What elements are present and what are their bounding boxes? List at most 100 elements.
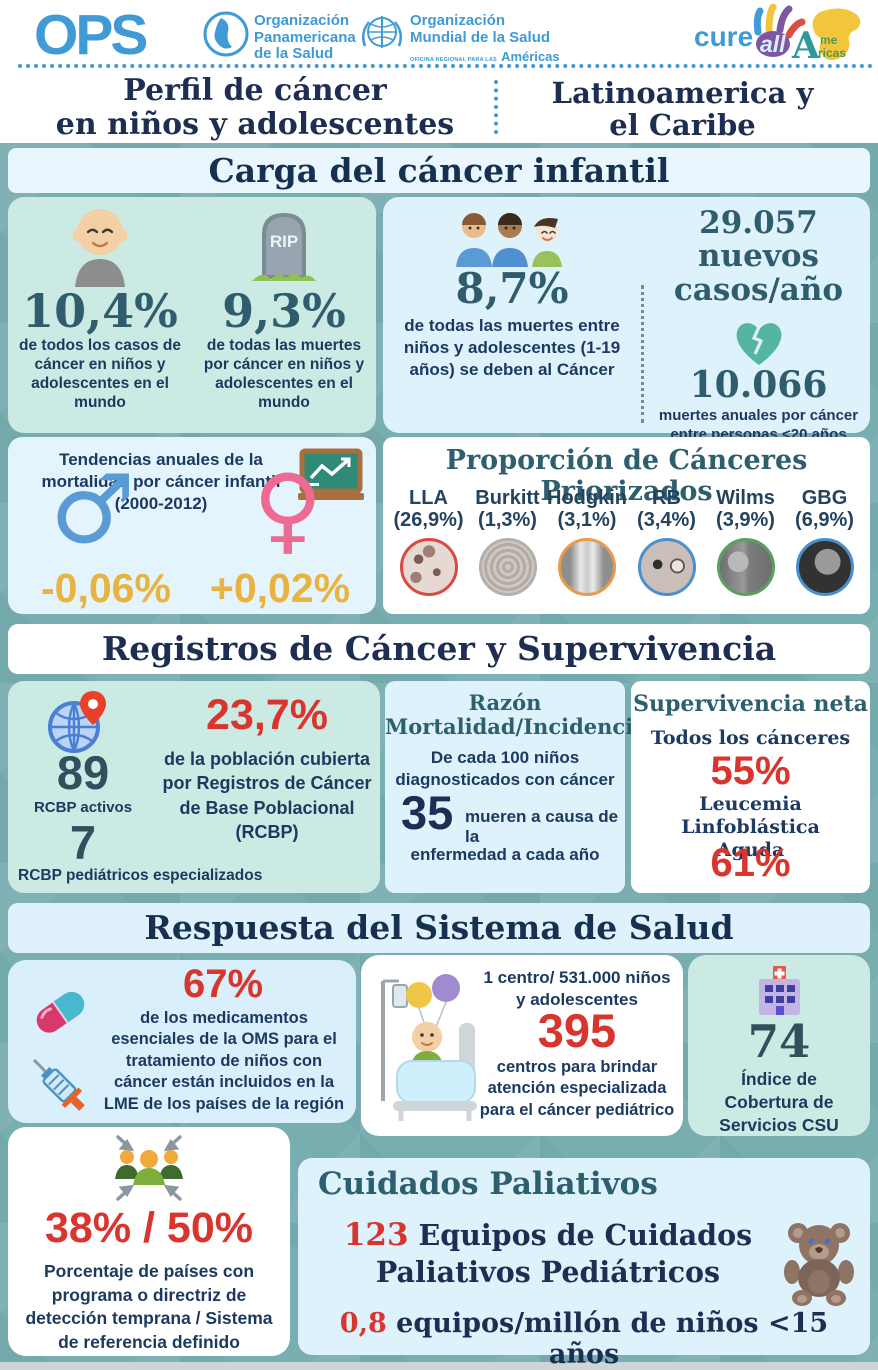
lla-microscopy-image [399,538,458,596]
panel-supervivencia: Supervivencia neta Todos los cánceres 55… [631,681,870,893]
me-text: me [820,33,838,47]
a-text: A [791,25,821,64]
cureall-americas-logo: cure all A me ricas [694,4,861,64]
stat-nuevos-casos: 29.057 nuevos casos/año 10.066 muertes a… [647,197,870,445]
panel-medicamentos: 67% de los medicamentos esenciales de la… [8,960,356,1123]
priorizado-pct: (6,9%) [795,509,854,531]
rcbp-activos-label: RCBP activos [33,799,133,816]
equipos-ratio-value: 0,8 [339,1308,387,1339]
region-title-line2: el Caribe [609,108,756,143]
ops-logo: OPS [34,3,148,67]
title-dotted-divider [494,80,498,134]
muertes-region-value: 8,7% [455,264,569,313]
priorizados-grid: LLA (26,9%) Burkitt (1,3%) Hodgkin (3,1%… [389,487,864,596]
panel-b-dotted-divider [641,285,644,423]
rcbp-pediatricos-value: 7 [69,816,97,869]
syringe-icon [32,1058,85,1111]
stat-casos: 10,4% de todos los casos de cáncer en ni… [8,197,192,433]
page-title: Perfil de cáncer en niños y adolescentes [30,74,480,141]
centros-desc: centros para brindar atención especializ… [479,1058,675,1119]
all-text: all [760,31,786,57]
bald-child-icon [72,209,128,287]
panel-csu: 74 Índice de Cobertura de Servicios CSU [688,955,870,1136]
rcbp-activos-value: 89 [56,746,110,799]
muertes-mundo-value: 9,3% [222,284,346,338]
who-emblem-icon [361,16,403,48]
deteccion-desc: Porcentaje de países con programa o dire… [25,1261,273,1352]
leucemia-value: 61% [710,841,791,885]
globe-pin-icon [48,691,106,753]
casos-desc: de todos los casos de cáncer en niños y … [19,337,181,412]
priorizado-rb: RB (3,4%) [627,487,706,596]
priorizado-gbg: GBG (6,9%) [785,487,864,596]
priorizado-pct: (3,1%) [557,509,617,531]
tendencia-masculina-value: -0,06% [41,565,171,611]
section-header-registros: Registros de Cáncer y Supervivencia [8,624,870,674]
hand-icon [753,4,806,39]
equipos-line: 123 Equipos de Cuidados Paliativos Pediá… [322,1216,774,1290]
priorizados-title: Proporción de Cánceres Priorizados [445,445,808,507]
csu-value: 74 [747,1015,811,1068]
panel-razon: Razón Mortalidad/Incidencia De cada 100 … [385,681,647,893]
priorizado-pct: (1,3%) [478,509,537,531]
paho-seal-icon [203,11,249,57]
priorizado-pct: (3,4%) [637,509,696,531]
panel-centros: 1 centro/ 531.000 niños y adolescentes 3… [361,955,683,1136]
ricas-text: ricas [818,46,846,60]
equipos-ratio-desc: equipos/millón de niños <15 años [386,1308,829,1370]
pill-icon [36,991,85,1033]
hodgkin-xray-image [558,538,616,596]
people-arrows-icon [115,1135,183,1201]
centros-value: 395 [537,1004,617,1057]
female-icon: ♀ [253,455,323,565]
children-group-icon [456,213,562,267]
male-icon: ♂ [50,455,136,565]
razon-line1: De cada 100 niños diagnosticados con cán… [395,748,615,790]
priorizado-hodgkin: Hodgkin (3,1%) [547,487,627,596]
panel-priorizados: Proporción de Cánceres Priorizados LLA (… [383,437,870,614]
header-dotted-divider [18,64,873,68]
priorizado-lla: LLA (26,9%) [389,487,468,596]
medicamentos-value: 67% [182,962,264,1006]
hospital-icon [759,966,800,1015]
stat-muertes-mundo: RIP 9,3% de todas las muertes por cáncer… [192,197,376,433]
razon-line2b: enfermedad a cada año [410,845,600,864]
priorizado-name: Burkitt [475,487,540,509]
panel-carga-region: 8,7% de todas las muertes entre niños y … [383,197,870,443]
todos-canceres-label: Todos los cánceres [650,727,851,749]
panel-paliativos: Cuidados Paliativos 123 Equipos de Cuida… [298,1158,870,1370]
centros-ratio: 1 centro/ 531.000 niños y adolescentes [483,968,671,1010]
who-office-label: OFICINA REGIONAL PARA LAS [410,57,497,63]
tombstone-icon: RIP [252,212,316,281]
equipos-value: 123 [343,1217,409,1253]
todos-canceres-value: 55% [710,749,791,793]
muertes-anuales-value: 10.066 [689,364,828,407]
americas-map-shape [812,8,861,61]
medicamentos-desc: de los medicamentos esenciales de la OMS… [103,1009,345,1113]
section-header-respuesta: Respuesta del Sistema de Salud [8,903,870,953]
razon-value: 35 [401,786,454,839]
hand-palm [756,31,790,57]
region-title-line1: Latinoamerica y [551,76,814,110]
muertes-region-desc: de todas las muertes entre niños y adole… [403,316,621,380]
rcbp-pediatricos-label: RCBP pediátricos especializados [18,867,263,884]
razon-title: Razón Mortalidad/Incidencia [385,690,647,740]
priorizado-name: GBG [801,487,848,509]
priorizado-pct: (26,9%) [393,509,464,531]
chalkboard-chart-icon [298,448,364,500]
csu-desc: Índice de Cobertura de Servicios CSU [719,1069,839,1135]
priorizado-name: Hodgkin [547,487,627,509]
muertes-mundo-desc: de todas las muertes por cáncer en niños… [203,337,365,412]
rip-label: RIP [270,232,298,251]
region-title: Latinoamerica y el Caribe [505,77,860,142]
equipos-desc: Equipos de Cuidados Paliativos Pediátric… [375,1218,753,1289]
teddy-bear-icon [784,1223,854,1306]
deteccion-value: 38% / 50% [45,1204,253,1252]
panel-deteccion: 38% / 50% Porcentaje de países con progr… [8,1127,290,1356]
supervivencia-title: Supervivencia neta [633,691,868,717]
panel-rcbp: 89 RCBP activos 7 RCBP pediátricos espec… [8,681,380,893]
cobertura-value: 23,7% [206,691,328,739]
priorizado-pct: (3,9%) [716,509,775,531]
panel-tendencias: Tendencias anuales de la mortalidad por … [8,437,376,614]
